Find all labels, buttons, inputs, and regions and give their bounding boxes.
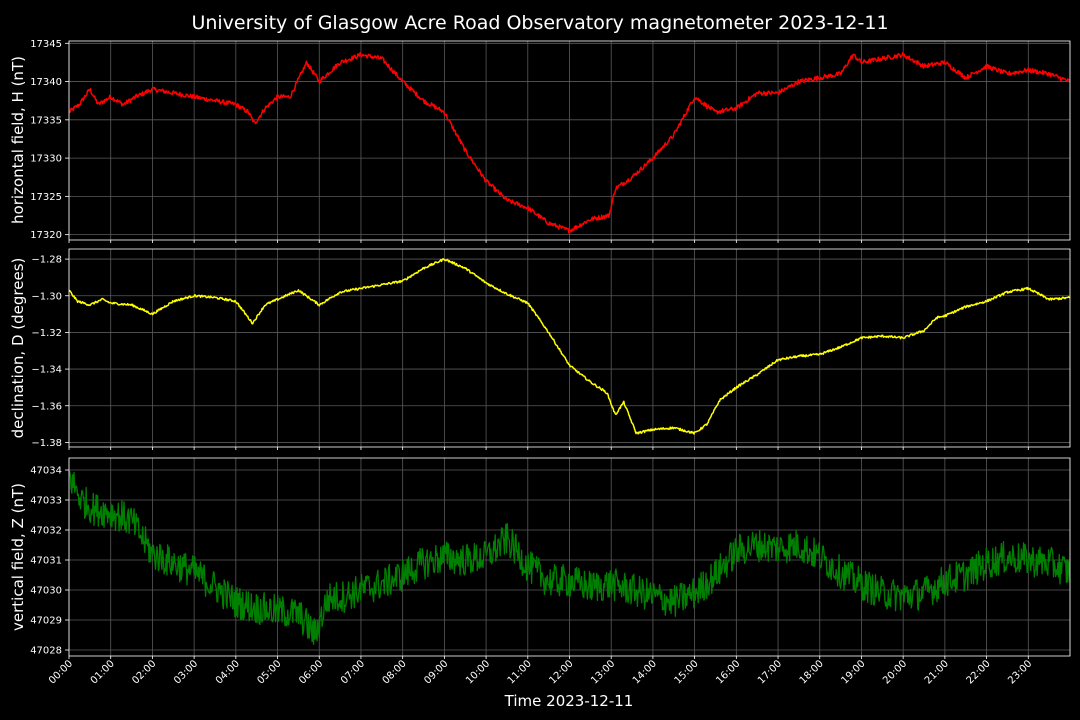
- x-tick-label: 00:00: [47, 658, 75, 686]
- y-tick-label: 17335: [30, 115, 62, 126]
- y-tick-label: −1.30: [31, 291, 62, 302]
- y-tick-label: −1.34: [31, 365, 62, 376]
- y-tick-label: 47032: [30, 526, 62, 537]
- x-tick-label: 14:00: [631, 658, 659, 686]
- y-tick-label: −1.28: [31, 255, 62, 266]
- h-field-panel: horizontal field, H (nT) 17320 17325 17330…: [9, 39, 1071, 243]
- y-tick-label: 17330: [30, 154, 62, 165]
- y-tick-label: −1.32: [31, 328, 62, 339]
- x-axis-ticks: 00:00 01:00 02:00 03:00 04:00 05:00 06:00 07:00…: [47, 658, 1034, 686]
- x-tick-label: 04:00: [214, 658, 242, 686]
- x-tick-label: 06:00: [297, 658, 325, 686]
- y-tick-label: 47031: [30, 556, 62, 567]
- y-tick-label: −1.38: [31, 438, 62, 449]
- x-tick-label: 20:00: [881, 658, 909, 686]
- y-tick-label: 17345: [30, 39, 62, 50]
- x-tick-label: 22:00: [965, 658, 993, 686]
- x-tick-label: 12:00: [547, 658, 575, 686]
- x-tick-label: 02:00: [130, 658, 158, 686]
- x-tick-label: 18:00: [798, 658, 826, 686]
- y-tick-label: −1.36: [31, 401, 62, 412]
- x-tick-label: 17:00: [756, 658, 784, 686]
- chart-title: University of Glasgow Acre Road Observat…: [191, 12, 888, 34]
- x-tick-label: 21:00: [923, 658, 951, 686]
- y-tick-label: 17340: [30, 77, 62, 88]
- x-tick-label: 23:00: [1006, 658, 1034, 686]
- y-tick-label: 47028: [30, 646, 62, 657]
- y-tick-label: 17325: [30, 192, 62, 203]
- x-tick-label: 19:00: [839, 658, 867, 686]
- declination-panel: declination, D (degrees) −1.28 −1.30 −1.32…: [9, 248, 1071, 450]
- z-field-panel: vertical field, Z (nT) 47028 47029 47030 47…: [9, 457, 1071, 659]
- data-series-line: [68, 470, 1071, 645]
- x-tick-label: 03:00: [172, 658, 200, 686]
- x-axis-label: Time 2023-12-11: [504, 692, 634, 710]
- x-tick-label: 07:00: [339, 658, 367, 686]
- data-series-line: [68, 52, 1071, 234]
- y-tick-label: 47034: [30, 466, 62, 477]
- declination-ylabel: declination, D (degrees): [9, 258, 27, 439]
- y-tick-label: 17320: [30, 230, 62, 241]
- x-tick-label: 10:00: [464, 658, 492, 686]
- x-tick-label: 05:00: [256, 658, 284, 686]
- x-tick-label: 08:00: [381, 658, 409, 686]
- x-tick-label: 09:00: [422, 658, 450, 686]
- x-tick-label: 16:00: [714, 658, 742, 686]
- data-series-line: [68, 258, 1071, 435]
- x-tick-label: 11:00: [506, 658, 534, 686]
- h-field-ylabel: horizontal field, H (nT): [9, 56, 27, 224]
- x-tick-label: 13:00: [589, 658, 617, 686]
- x-tick-label: 15:00: [673, 658, 701, 686]
- y-tick-label: 47029: [30, 616, 62, 627]
- y-tick-label: 47033: [30, 496, 62, 507]
- x-tick-label: 01:00: [89, 658, 117, 686]
- y-tick-label: 47030: [30, 586, 62, 597]
- z-field-ylabel: vertical field, Z (nT): [9, 483, 27, 631]
